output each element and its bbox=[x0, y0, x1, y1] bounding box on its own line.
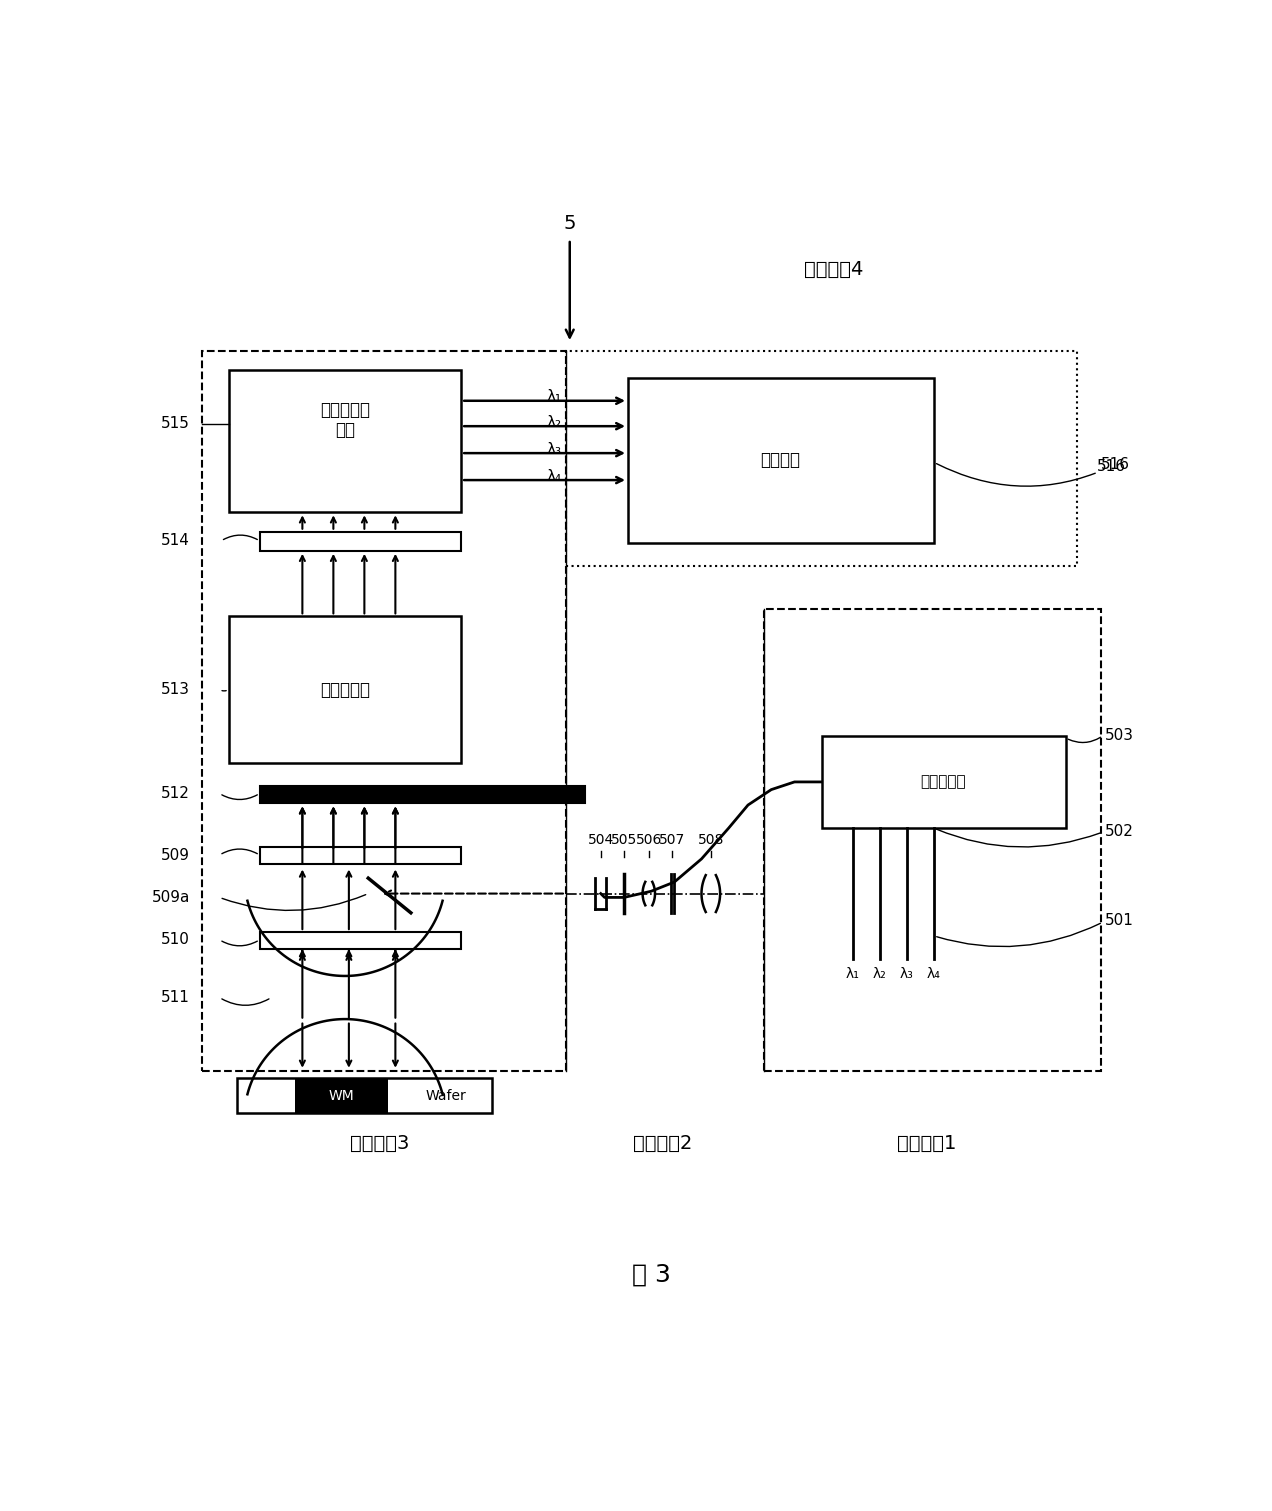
Text: 5: 5 bbox=[563, 215, 576, 233]
Text: 512: 512 bbox=[162, 786, 190, 801]
Text: 507: 507 bbox=[659, 833, 686, 846]
Text: 多路转换器: 多路转换器 bbox=[921, 775, 967, 789]
Text: 509: 509 bbox=[162, 848, 190, 863]
Bar bbox=[566, 351, 1077, 567]
Text: λ₁: λ₁ bbox=[547, 390, 562, 405]
Text: 成像模創3: 成像模創3 bbox=[350, 1135, 410, 1153]
Text: 516: 516 bbox=[1096, 459, 1126, 474]
Text: 502: 502 bbox=[1104, 825, 1133, 840]
Text: 503: 503 bbox=[1104, 728, 1133, 743]
Text: λ₃: λ₃ bbox=[547, 441, 562, 456]
Text: 508: 508 bbox=[697, 833, 724, 846]
Text: 511: 511 bbox=[162, 990, 190, 1005]
Text: 510: 510 bbox=[162, 932, 190, 947]
Bar bbox=[822, 736, 1066, 828]
Bar bbox=[237, 1079, 492, 1114]
Text: 516: 516 bbox=[936, 458, 1130, 487]
Bar bbox=[202, 351, 566, 1071]
Bar bbox=[229, 370, 462, 512]
Text: 506: 506 bbox=[636, 833, 661, 846]
Text: 504: 504 bbox=[588, 833, 614, 846]
Bar bbox=[259, 532, 462, 552]
Text: λ₃: λ₃ bbox=[899, 967, 913, 982]
Text: λ₄: λ₄ bbox=[547, 468, 562, 484]
Bar bbox=[259, 848, 462, 864]
Text: 光源模創1: 光源模創1 bbox=[897, 1135, 957, 1153]
Text: WM: WM bbox=[328, 1089, 354, 1103]
Text: 照明模創2: 照明模創2 bbox=[633, 1135, 692, 1153]
Bar bbox=[295, 1079, 388, 1114]
Text: λ₄: λ₄ bbox=[927, 967, 941, 982]
Text: 多色光分离
系统: 多色光分离 系统 bbox=[321, 400, 370, 440]
Text: 探测光路: 探测光路 bbox=[761, 452, 800, 468]
Text: λ₂: λ₂ bbox=[547, 416, 562, 429]
Text: 515: 515 bbox=[162, 417, 190, 431]
Text: 探测模剗4: 探测模剗4 bbox=[804, 260, 862, 280]
Text: 501: 501 bbox=[1104, 913, 1133, 928]
Bar bbox=[259, 786, 585, 802]
Text: Wafer: Wafer bbox=[425, 1089, 466, 1103]
Bar bbox=[229, 616, 462, 763]
Text: 级结合系统: 级结合系统 bbox=[321, 680, 370, 698]
Bar bbox=[763, 609, 1100, 1071]
Text: 505: 505 bbox=[611, 833, 637, 846]
Text: λ₂: λ₂ bbox=[873, 967, 887, 982]
Text: 514: 514 bbox=[162, 533, 190, 548]
Text: λ₁: λ₁ bbox=[846, 967, 860, 982]
Bar bbox=[628, 378, 934, 544]
Text: 509a: 509a bbox=[151, 890, 190, 905]
Text: 图 3: 图 3 bbox=[632, 1263, 672, 1287]
Bar bbox=[259, 932, 462, 949]
Text: 513: 513 bbox=[162, 681, 190, 697]
